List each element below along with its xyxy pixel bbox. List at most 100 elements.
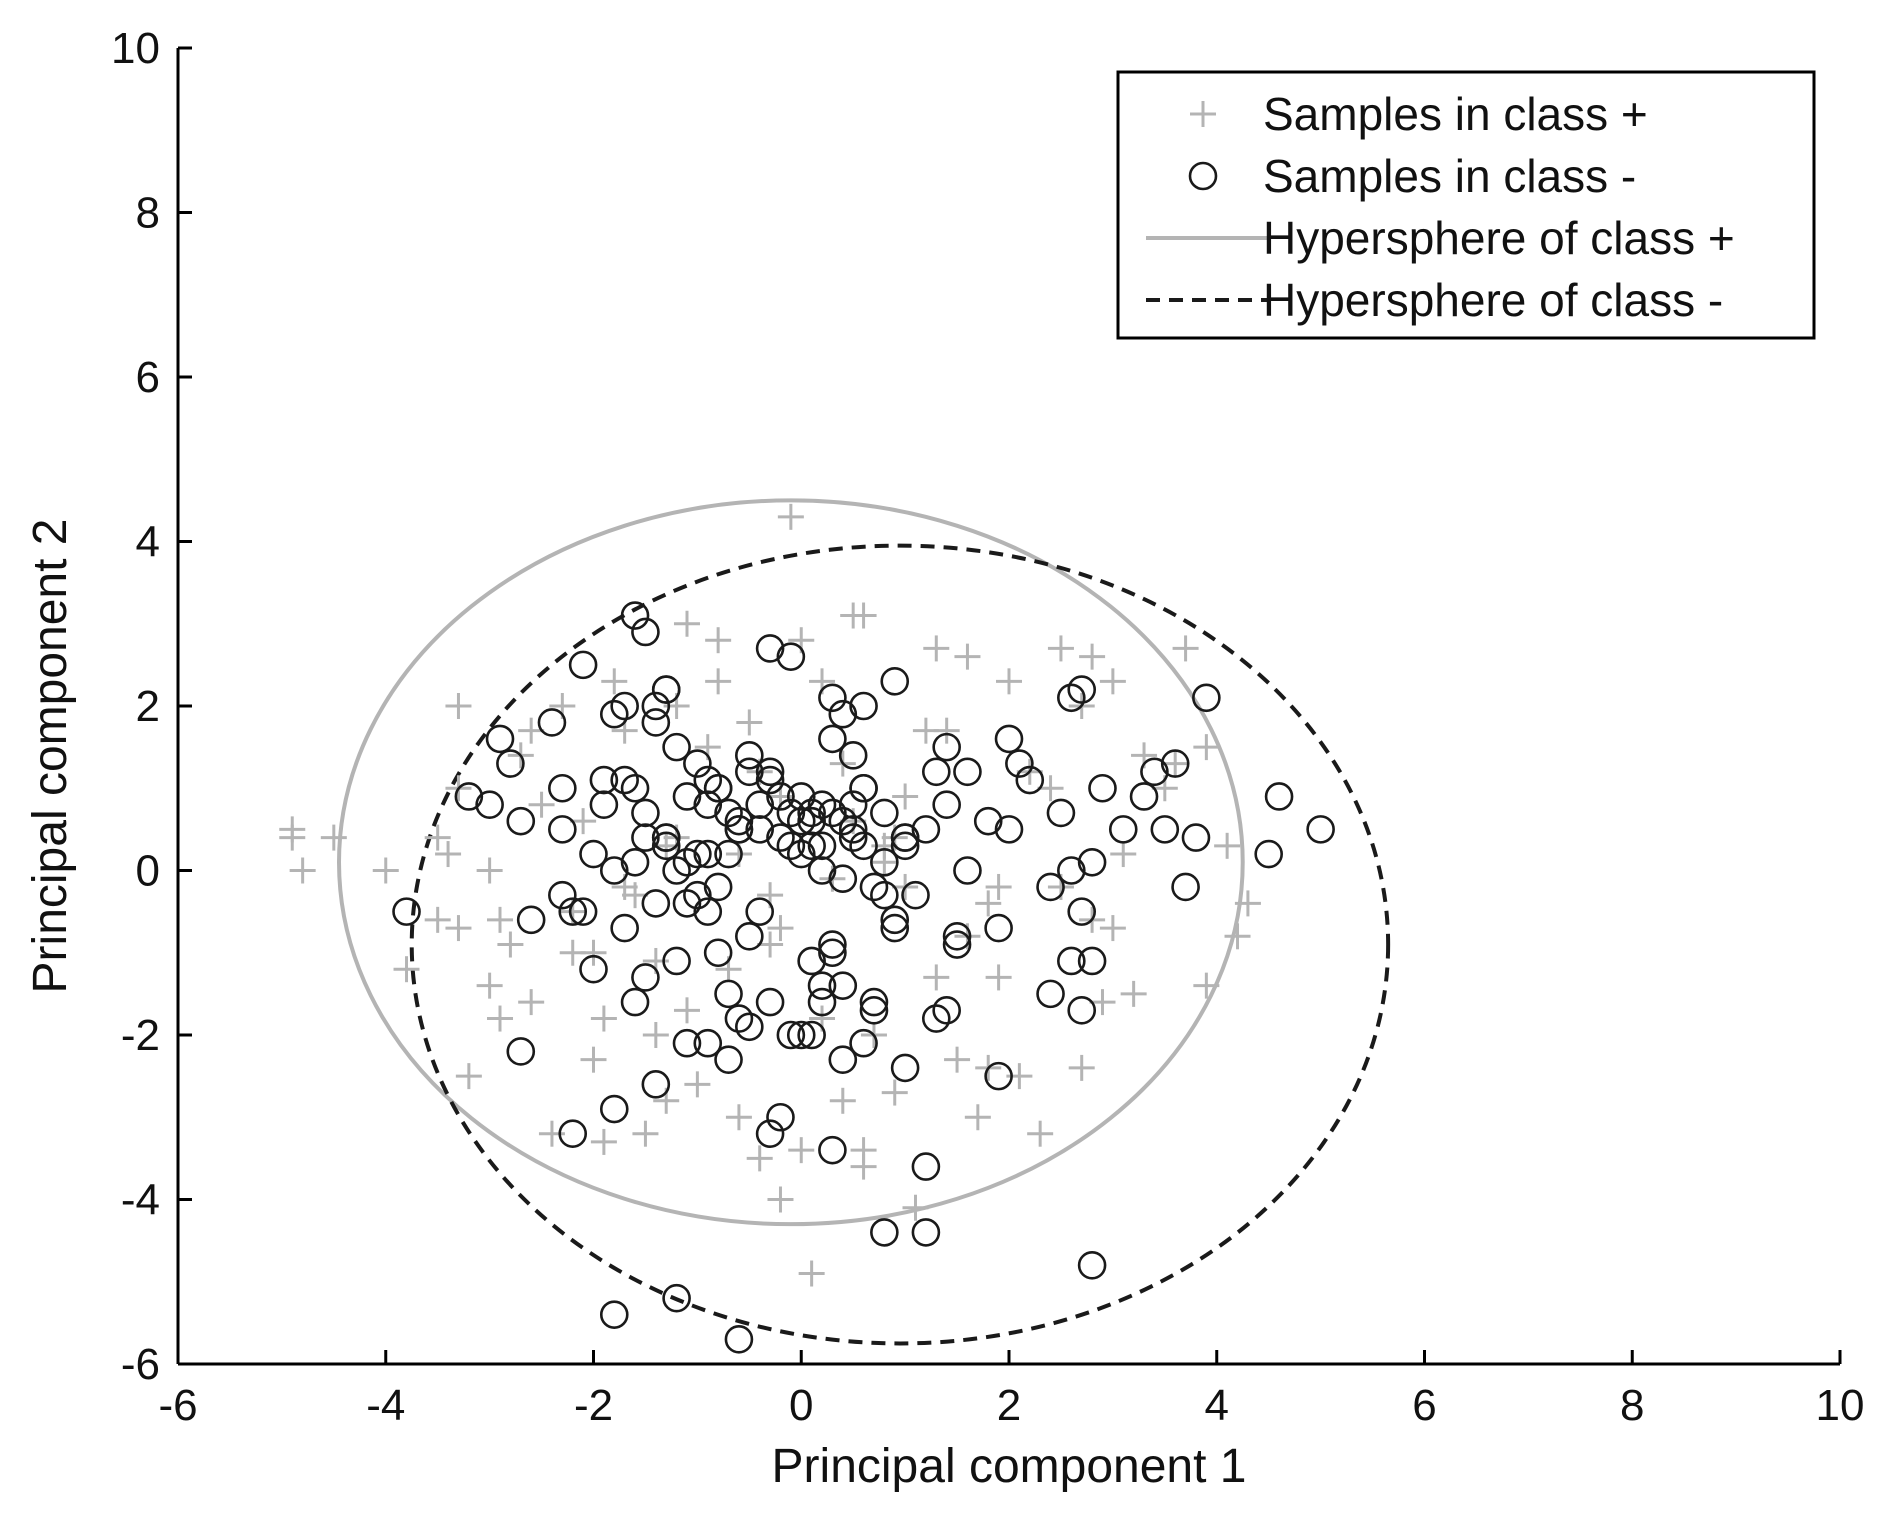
y-tick-label: -6: [121, 1340, 160, 1389]
point-class-minus: [735, 757, 764, 787]
point-class-plus: [1120, 980, 1147, 1007]
point-class-minus: [693, 839, 723, 869]
point-class-plus: [487, 906, 514, 933]
point-class-minus: [703, 872, 733, 902]
point-class-minus: [859, 872, 889, 902]
point-class-minus: [454, 782, 484, 811]
point-class-minus: [662, 732, 691, 762]
point-class-plus: [725, 1104, 752, 1131]
point-class-plus: [518, 989, 545, 1016]
point-class-minus: [807, 831, 837, 861]
point-class-minus: [599, 856, 629, 885]
point-class-minus: [548, 773, 577, 803]
legend-item-plus: Samples in class +: [1190, 88, 1648, 140]
point-class-minus: [693, 765, 723, 795]
point-class-plus: [528, 791, 555, 818]
point-class-plus: [279, 824, 306, 851]
point-class-minus: [558, 897, 588, 926]
point-class-minus: [807, 987, 837, 1017]
point-class-minus: [890, 831, 920, 861]
y-axis-title: Principal component 2: [24, 519, 77, 994]
point-class-minus: [703, 938, 733, 968]
point-class-minus: [1067, 897, 1097, 926]
point-class-minus: [1088, 773, 1117, 803]
point-class-minus: [901, 880, 930, 910]
y-tick-label: 0: [136, 847, 160, 896]
point-class-minus: [745, 790, 775, 820]
point-class-minus: [683, 880, 712, 910]
point-class-plus: [590, 1128, 617, 1155]
point-class-minus: [828, 699, 858, 729]
point-class-minus: [589, 765, 619, 795]
point-class-minus: [942, 930, 972, 959]
axis-ticks: -6 -4 -2 0 2 4 6 8 10 -6 -4 -2 0 2 4 6 8 10: [111, 24, 1864, 1430]
point-class-plus: [372, 857, 399, 884]
point-class-minus: [932, 732, 961, 762]
point-class-minus: [496, 749, 525, 778]
hypersphere-plus-curve: [337, 498, 1245, 1227]
point-class-minus: [1036, 872, 1065, 902]
point-class-minus: [776, 1020, 806, 1050]
point-class-plus: [1193, 734, 1220, 761]
point-class-minus: [1077, 1251, 1107, 1280]
point-class-plus: [570, 808, 597, 835]
point-class-minus: [651, 823, 681, 852]
point-class-minus: [786, 839, 816, 869]
legend-circle-marker: [1188, 161, 1218, 191]
point-class-plus: [673, 997, 700, 1024]
hypersphere-curves: [337, 498, 1391, 1346]
point-class-plus: [1079, 643, 1106, 670]
point-class-minus: [911, 1218, 941, 1247]
point-class-minus: [1254, 839, 1283, 869]
point-class-minus: [1150, 815, 1180, 844]
point-class-plus: [424, 824, 451, 851]
y-tick-label: -2: [121, 1011, 160, 1060]
point-class-plus: [1006, 1063, 1033, 1090]
point-class-minus: [651, 675, 681, 704]
point-class-minus: [1077, 847, 1107, 877]
point-class-minus: [1306, 815, 1335, 844]
point-class-plus: [1162, 750, 1189, 777]
point-class-plus: [1234, 890, 1261, 917]
point-class-minus: [662, 1283, 691, 1313]
point-class-plus: [1089, 989, 1116, 1016]
sample-points: [279, 503, 1335, 1354]
legend-label-hypersphere-minus: Hypersphere of class -: [1263, 274, 1723, 326]
point-class-minus: [828, 864, 858, 894]
point-class-plus: [746, 1145, 773, 1172]
point-class-minus: [1171, 872, 1200, 902]
point-class-plus: [788, 1137, 815, 1164]
point-class-plus: [538, 1120, 565, 1147]
point-class-minus: [579, 954, 608, 984]
point-class-plus: [445, 693, 472, 719]
legend-item-hypersphere-plus: Hypersphere of class +: [1146, 212, 1735, 264]
point-class-minus: [818, 724, 847, 754]
point-class-minus: [641, 691, 671, 721]
point-class-minus: [724, 1325, 754, 1354]
point-class-plus: [954, 643, 981, 670]
point-class-minus: [766, 823, 795, 852]
point-class-minus: [1067, 996, 1097, 1025]
legend-item-hypersphere-minus: Hypersphere of class -: [1146, 274, 1723, 326]
legend-label-minus: Samples in class -: [1263, 150, 1636, 202]
point-class-minus: [599, 1094, 629, 1124]
point-class-minus: [610, 765, 639, 795]
point-class-plus: [518, 717, 545, 744]
point-class-minus: [755, 765, 785, 795]
point-class-minus: [506, 806, 536, 836]
point-class-plus: [777, 503, 804, 530]
point-class-plus: [1068, 1054, 1095, 1081]
point-class-plus: [996, 668, 1022, 695]
point-class-minus: [599, 699, 629, 729]
point-class-plus: [1099, 915, 1126, 942]
point-class-plus: [736, 709, 763, 736]
point-class-minus: [506, 1037, 536, 1066]
point-class-minus: [786, 1020, 816, 1050]
point-class-plus: [767, 1186, 794, 1213]
point-class-minus: [641, 889, 671, 918]
point-class-plus: [289, 857, 316, 884]
legend-label-hypersphere-plus: Hypersphere of class +: [1263, 212, 1735, 264]
point-class-plus: [892, 783, 919, 810]
point-class-minus: [1192, 683, 1221, 713]
